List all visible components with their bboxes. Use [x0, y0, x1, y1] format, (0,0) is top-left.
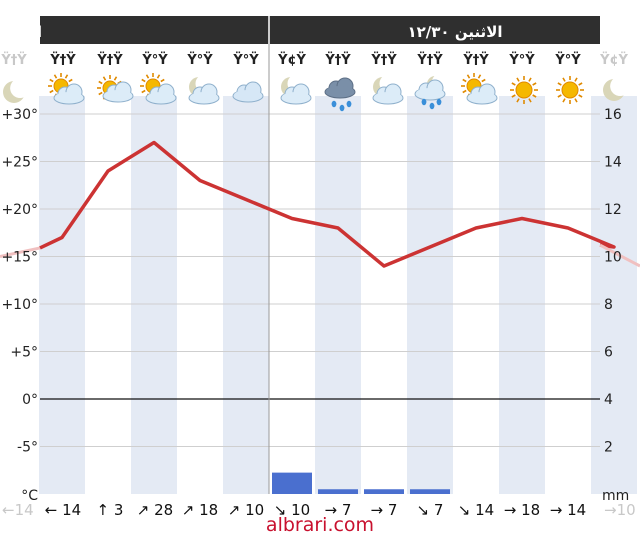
column-stripe — [39, 96, 85, 494]
hour-labels: Ÿ†Ÿ Ÿ†Ÿ Ÿ†Ÿ Ÿ°Ÿ Ÿ°Ÿ Ÿ°Ÿ Ÿ¢Ÿ Ÿ†Ÿ Ÿ†Ÿ Ÿ†Ÿ Ÿ†Ÿ Ÿ°Ÿ Ÿ°Ÿ Ÿ… — [0, 52, 628, 68]
wind-value: → 14 — [550, 501, 586, 519]
column-stripe — [131, 96, 177, 494]
precipitation-bars — [272, 472, 450, 494]
temperature-tick: +15° — [1, 250, 38, 266]
hour-label: Ÿ†Ÿ — [324, 52, 351, 68]
wind-value: → 7 — [371, 501, 398, 519]
precipitation-tick: 8 — [604, 297, 613, 313]
day-bar — [270, 16, 600, 44]
wind-edge: ←14 — [2, 501, 34, 519]
partly-sunny-icon — [461, 73, 498, 105]
day-bar — [40, 16, 268, 44]
wind-value: ↑ 3 — [97, 501, 124, 519]
precip-bar — [318, 489, 358, 494]
hour-label: Ÿ°Ÿ — [186, 52, 213, 68]
column-stripe — [499, 96, 545, 494]
sun-icon — [510, 76, 538, 104]
sun-icon — [556, 76, 584, 104]
precip-bar — [410, 489, 450, 494]
moon-icon — [3, 78, 30, 103]
hour-label: Ÿ°Ÿ — [508, 52, 535, 68]
hour-label: Ÿ¢Ÿ — [599, 52, 628, 68]
temperature-edge — [599, 243, 640, 268]
wind-edge: →10 — [604, 501, 636, 519]
precipitation-tick: 10 — [604, 250, 622, 266]
precip-bar — [364, 489, 404, 494]
temperature-tick: +10° — [1, 297, 38, 313]
column-stripe — [223, 96, 269, 494]
moon-icon — [603, 76, 630, 101]
hour-label: Ÿ°Ÿ — [232, 52, 259, 68]
wind-value: ↘ 14 — [458, 501, 494, 519]
precipitation-tick: 2 — [604, 440, 613, 456]
wind-value: ↗ 10 — [228, 501, 264, 519]
day-header: الأحد ١٢/٢٩ الاثنين ١٢/٣٠ — [0, 16, 600, 44]
moon-cloud-icon — [372, 74, 404, 105]
precip-bar — [272, 472, 312, 494]
temperature-unit: °C — [21, 488, 38, 504]
precipitation-axis: 16 14 12 10 8 6 4 2 mm — [602, 107, 629, 504]
sun-cloud-icon — [97, 75, 134, 103]
temperature-line — [0, 140, 640, 268]
partly-sunny-icon — [140, 73, 177, 105]
wind-value: → 18 — [504, 501, 540, 519]
hour-label: Ÿ†Ÿ — [0, 52, 27, 68]
column-stripe — [315, 96, 361, 494]
rain-cloud-icon — [324, 77, 356, 112]
hour-label: Ÿ°Ÿ — [141, 52, 168, 68]
temperature-tick: +20° — [1, 202, 38, 218]
temperature-tick: +5° — [10, 345, 38, 361]
temperature-tick: +25° — [1, 155, 38, 171]
column-stripe — [591, 96, 637, 494]
precipitation-tick: 6 — [604, 345, 613, 361]
temperature-edge — [0, 246, 41, 258]
cloud-icon — [232, 81, 264, 103]
temperature-axis: +30° +25° +20° +15° +10° +5° 0° -5° °C — [1, 107, 38, 504]
wind-value: ← 14 — [45, 501, 81, 519]
rain-moon-icon — [414, 74, 447, 110]
hour-label: Ÿ†Ÿ — [370, 52, 397, 68]
column-stripe — [407, 96, 453, 494]
moon-cloud-icon — [188, 74, 220, 105]
watermark: albrari.com — [265, 514, 375, 536]
weather-icons — [3, 73, 630, 112]
hour-label: Ÿ†Ÿ — [462, 52, 489, 68]
precipitation-tick: 16 — [604, 107, 622, 123]
wind-value: ↗ 28 — [137, 501, 173, 519]
wind-value: ↘ 10 — [274, 501, 310, 519]
partly-sunny-icon — [48, 73, 85, 105]
hour-label: Ÿ†Ÿ — [96, 52, 123, 68]
day-label: الاثنين ١٢/٣٠ — [407, 23, 502, 41]
precipitation-tick: 4 — [604, 392, 613, 408]
precipitation-tick: 12 — [604, 202, 622, 218]
moon-cloud-icon — [280, 74, 312, 105]
temperature-tick: -5° — [17, 440, 38, 456]
hour-label: Ÿ†Ÿ — [416, 52, 443, 68]
wind-value: ↗ 18 — [182, 501, 218, 519]
wind-value: ↘ 7 — [417, 501, 444, 519]
day-label: الأحد ١٢/٢٩ — [0, 23, 42, 41]
hour-label: Ÿ¢Ÿ — [277, 52, 306, 68]
wind-value: → 7 — [325, 501, 352, 519]
precipitation-tick: 14 — [604, 155, 622, 171]
hour-label: Ÿ°Ÿ — [554, 52, 581, 68]
temperature-tick: 0° — [22, 392, 38, 408]
wind-row: ←14 →10 ← 14 ↑ 3 ↗ 28 ↗ 18 ↗ 10 ↘ 10 → 7 → 7 ↘ 7 ↘ … — [2, 501, 636, 519]
hour-label: Ÿ†Ÿ — [49, 52, 76, 68]
precipitation-unit: mm — [602, 488, 629, 504]
column-stripes — [39, 96, 637, 494]
temperature-tick: +30° — [1, 107, 38, 123]
